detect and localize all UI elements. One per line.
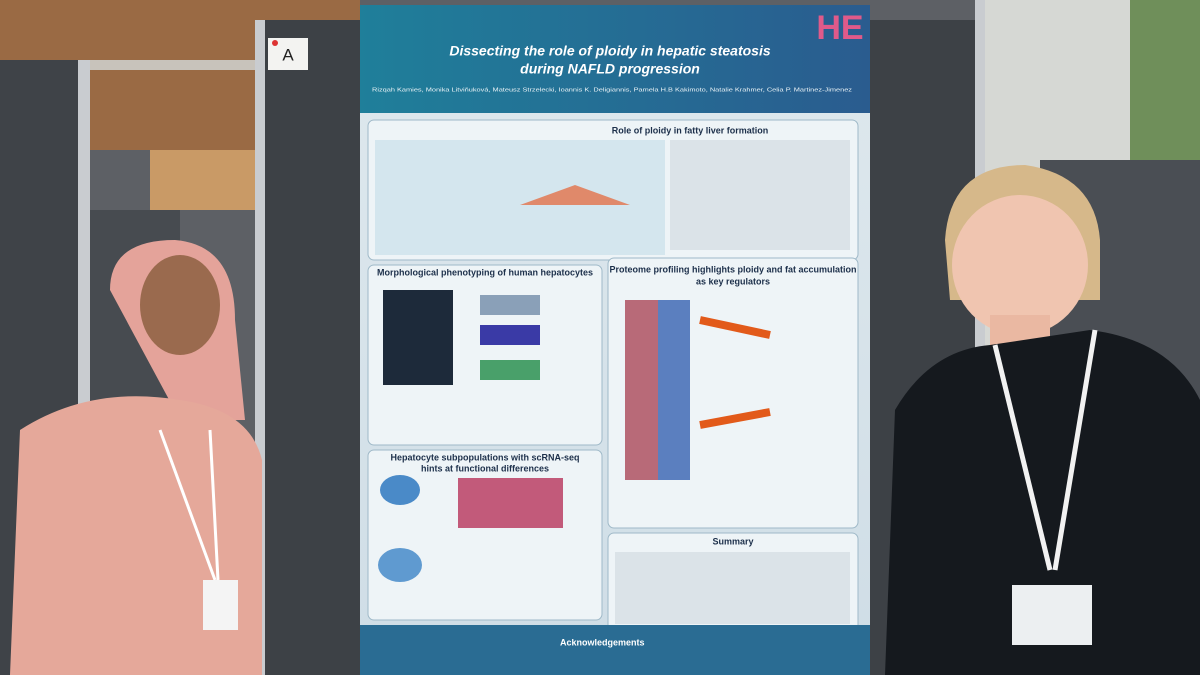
section-heading: as key regulators — [696, 276, 770, 286]
section-heading: Hepatocyte subpopulations with scRNA-seq — [390, 452, 579, 462]
text-block — [615, 552, 850, 624]
heatmap — [458, 478, 563, 528]
section-heading: hints at functional differences — [421, 463, 549, 473]
umap — [378, 548, 422, 582]
authors: Rizqah Kamies, Monika Litviňuková, Mateu… — [372, 87, 852, 93]
figure — [699, 408, 771, 429]
face — [140, 255, 220, 355]
logo: HE — [816, 9, 863, 47]
shirt — [885, 330, 1200, 675]
pin — [272, 40, 278, 46]
section-heading: Summary — [712, 536, 753, 546]
figure — [520, 185, 630, 205]
umap — [380, 475, 420, 505]
section-heading: Role of ploidy in fatty liver formation — [612, 125, 769, 135]
section-heading: Proteome profiling highlights ploidy and… — [609, 264, 856, 274]
poster-title: Dissecting the role of ploidy in hepatic… — [449, 43, 771, 59]
wall-wood — [150, 150, 260, 210]
board-frame — [255, 20, 265, 675]
board-label: A — [282, 45, 294, 64]
lanyard — [992, 329, 1098, 571]
figure — [375, 140, 665, 255]
poster-header — [360, 5, 870, 113]
figure — [699, 316, 771, 339]
face — [952, 195, 1088, 335]
shirt — [10, 396, 262, 675]
figure — [383, 290, 453, 385]
badge — [1012, 585, 1092, 645]
text-block — [670, 140, 850, 250]
section-heading: Acknowledgements — [560, 637, 645, 647]
poster-title: during NAFLD progression — [520, 61, 700, 77]
window — [1130, 0, 1200, 160]
badge — [203, 580, 238, 630]
figure — [480, 325, 540, 345]
lanyard — [158, 429, 220, 581]
poster-footer — [360, 625, 870, 675]
figure — [480, 360, 540, 380]
board-frame — [975, 0, 985, 675]
figure — [480, 295, 540, 315]
beam — [0, 60, 260, 70]
heatmap — [658, 300, 690, 480]
section-heading: Morphological phenotyping of human hepat… — [377, 267, 593, 277]
